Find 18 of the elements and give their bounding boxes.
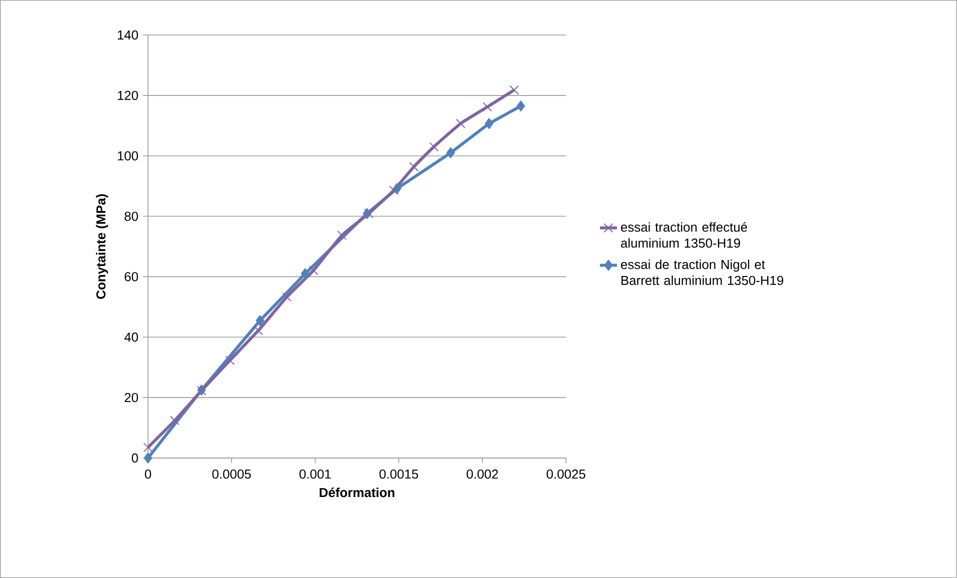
x-tick-label: 0.002 xyxy=(466,470,498,479)
legend-label: essai de traction Nigol et Barrett aluminium 1350-H19 xyxy=(621,260,784,286)
x-axis-title: Déformation xyxy=(320,488,394,498)
x-tick-label: 0.0025 xyxy=(546,470,586,479)
y-tick-label: 40 xyxy=(124,332,138,342)
y-tick-label: 100 xyxy=(118,151,138,160)
y-tick-label: 20 xyxy=(124,392,138,402)
x-tick-label: 0.0015 xyxy=(379,470,418,479)
x-tick-label: 0 xyxy=(144,470,152,479)
y-tick-label: 80 xyxy=(124,212,138,221)
y-tick-label: 60 xyxy=(124,272,138,282)
y-tick-label: 140 xyxy=(118,30,138,40)
x-tick-label: 0.0005 xyxy=(212,470,251,479)
y-tick-label: 120 xyxy=(118,90,138,100)
x-tick-label: 0.001 xyxy=(300,470,331,479)
y-axis-title: Conytainte (MPa) xyxy=(96,194,108,299)
legend-label: essai traction effectué aluminium 1350-H19 xyxy=(621,222,748,248)
y-tick-label: 0 xyxy=(132,453,138,463)
